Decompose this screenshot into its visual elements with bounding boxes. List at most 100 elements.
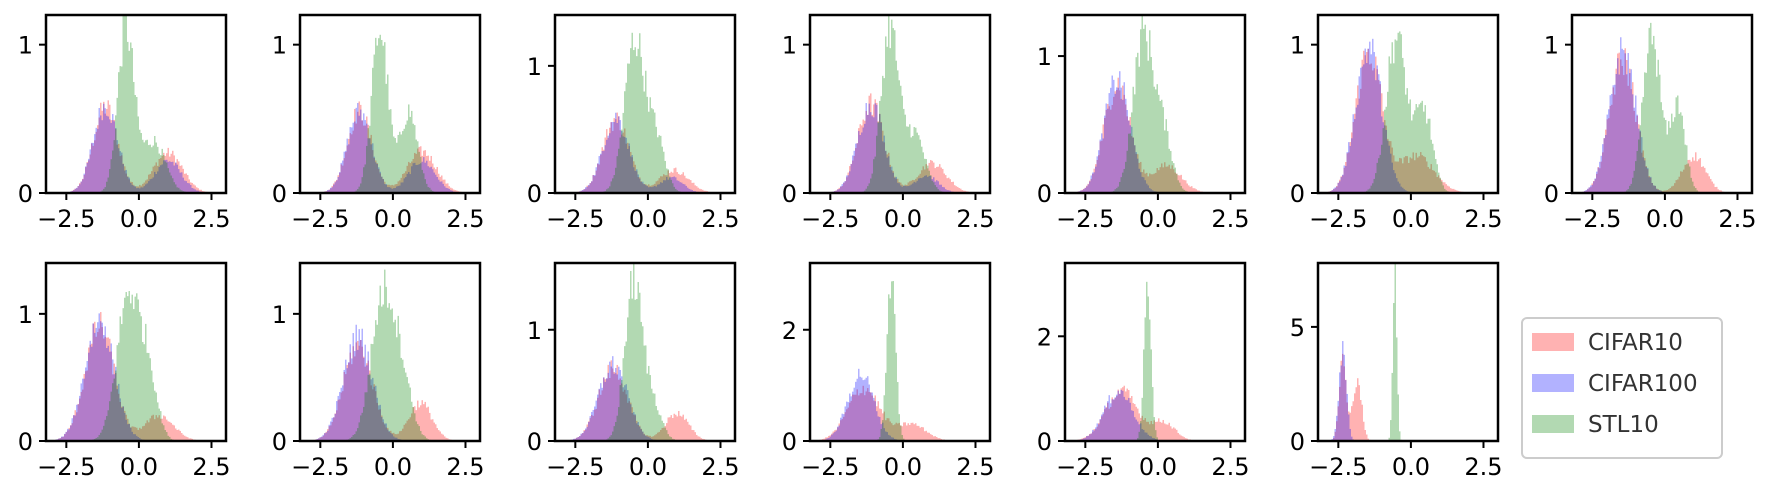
bar bbox=[1376, 162, 1378, 193]
bar bbox=[877, 416, 879, 441]
bar bbox=[651, 108, 653, 193]
bar bbox=[400, 177, 402, 193]
bar bbox=[364, 125, 366, 193]
bar bbox=[643, 433, 645, 441]
bar bbox=[1158, 170, 1160, 193]
bar bbox=[1384, 120, 1386, 193]
bar bbox=[113, 140, 115, 193]
bar bbox=[624, 385, 626, 441]
bar bbox=[1173, 169, 1175, 193]
bar bbox=[113, 378, 115, 441]
bar bbox=[79, 398, 81, 441]
bar bbox=[1126, 116, 1128, 193]
bar bbox=[396, 434, 398, 441]
bar bbox=[619, 137, 621, 193]
bar bbox=[161, 423, 163, 441]
bar bbox=[1397, 161, 1399, 193]
bar bbox=[61, 437, 63, 441]
bar bbox=[1143, 419, 1145, 441]
bar bbox=[76, 404, 78, 441]
bar bbox=[366, 116, 368, 193]
bar bbox=[912, 183, 914, 193]
x-tick-label: 0.0 bbox=[629, 453, 667, 481]
bar bbox=[1168, 148, 1170, 193]
bar bbox=[184, 435, 186, 441]
bar bbox=[95, 131, 97, 193]
bar bbox=[140, 187, 142, 193]
bar bbox=[107, 177, 109, 193]
bar bbox=[1693, 186, 1695, 193]
bar bbox=[1167, 166, 1169, 193]
x-tick-label: −2.5 bbox=[546, 205, 604, 233]
bar bbox=[166, 159, 168, 193]
bar bbox=[1086, 436, 1088, 441]
bar bbox=[849, 402, 851, 441]
bar bbox=[576, 437, 578, 441]
bar bbox=[1150, 57, 1152, 193]
bar bbox=[1153, 417, 1155, 441]
bar bbox=[588, 184, 590, 193]
bar bbox=[1414, 110, 1416, 193]
bar bbox=[1420, 102, 1422, 193]
bar bbox=[336, 179, 338, 193]
bar bbox=[125, 169, 127, 193]
bar bbox=[634, 299, 636, 441]
bar bbox=[1336, 185, 1338, 193]
bar bbox=[616, 156, 618, 193]
bar bbox=[402, 174, 404, 193]
bar bbox=[1689, 166, 1691, 193]
bar bbox=[900, 425, 902, 441]
bar bbox=[118, 383, 120, 441]
bar bbox=[1656, 188, 1658, 193]
bar bbox=[1146, 281, 1148, 441]
bar bbox=[955, 186, 957, 193]
bar bbox=[936, 437, 938, 441]
bar bbox=[1105, 109, 1107, 193]
bar bbox=[154, 165, 156, 193]
bar bbox=[1445, 190, 1447, 193]
bar bbox=[157, 417, 159, 441]
bar bbox=[915, 423, 917, 441]
bar bbox=[1084, 437, 1086, 441]
bar bbox=[652, 393, 654, 441]
bar bbox=[1427, 167, 1429, 193]
bar bbox=[418, 426, 420, 441]
bar bbox=[148, 174, 150, 193]
bar bbox=[582, 189, 584, 193]
bar bbox=[429, 167, 431, 193]
bar bbox=[106, 347, 108, 441]
series-stl10 bbox=[343, 269, 434, 441]
bar bbox=[634, 164, 636, 193]
bar bbox=[1633, 110, 1635, 193]
bar bbox=[879, 113, 881, 193]
bar bbox=[1123, 82, 1125, 193]
series-cifar10 bbox=[310, 339, 455, 441]
bar bbox=[1180, 174, 1182, 193]
bar bbox=[601, 390, 603, 441]
bar bbox=[912, 179, 914, 193]
bar bbox=[358, 329, 360, 441]
bar bbox=[1408, 103, 1410, 193]
bar bbox=[1179, 175, 1181, 193]
bar bbox=[1596, 173, 1598, 193]
bar bbox=[388, 184, 390, 193]
bar bbox=[346, 364, 348, 441]
bar bbox=[1708, 176, 1710, 193]
bar bbox=[1110, 87, 1112, 193]
bar bbox=[648, 436, 650, 441]
series-stl10 bbox=[1361, 31, 1452, 193]
bar bbox=[1417, 107, 1419, 193]
bar bbox=[357, 189, 359, 193]
bar bbox=[702, 189, 704, 193]
bar bbox=[163, 152, 165, 193]
bar bbox=[1156, 421, 1158, 441]
bar bbox=[877, 121, 879, 193]
bar bbox=[1116, 394, 1118, 441]
bar bbox=[615, 367, 617, 441]
bar bbox=[396, 337, 398, 441]
bar bbox=[610, 181, 612, 193]
bar bbox=[1659, 190, 1661, 193]
bar bbox=[420, 156, 422, 193]
bar bbox=[1095, 427, 1097, 441]
bar bbox=[1698, 159, 1700, 193]
